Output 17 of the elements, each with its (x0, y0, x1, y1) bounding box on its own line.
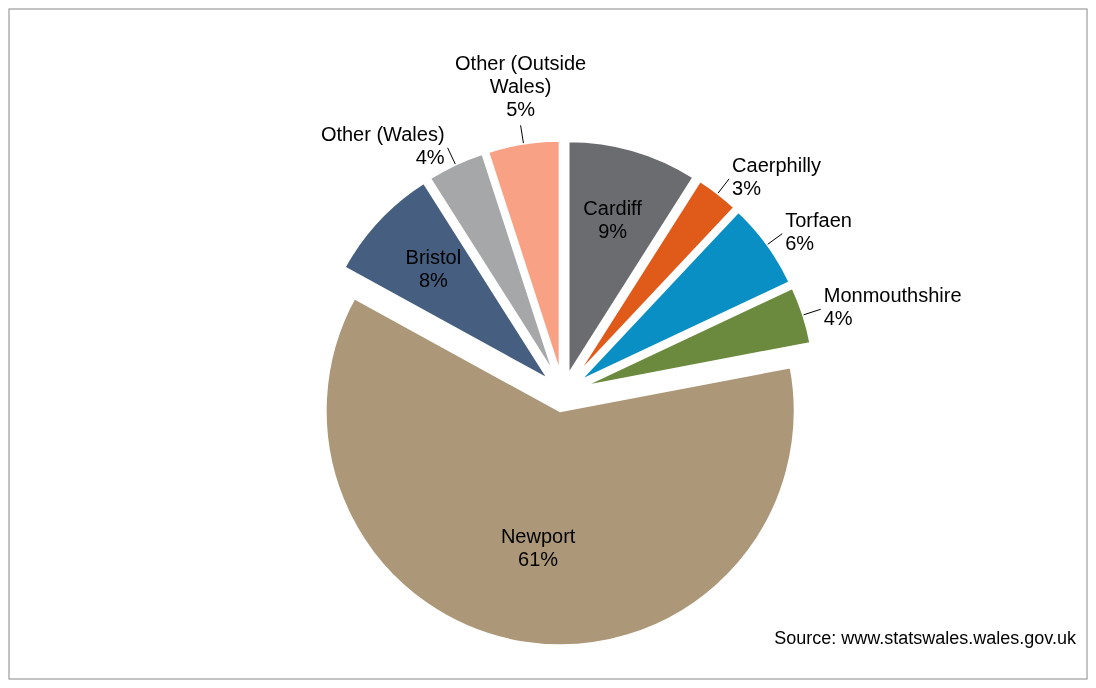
slice-label: Newport (500, 525, 576, 548)
data-label: 4% (823, 307, 853, 330)
source-note: Source: www.statswales.wales.gov.uk (774, 628, 1077, 648)
slice-label: Other (Wales) (320, 122, 445, 145)
slice-label: Torfaen (785, 208, 852, 231)
data-label: 3% (732, 176, 762, 199)
slice-label: Cardiff (583, 197, 643, 220)
data-label: 9% (598, 220, 628, 243)
slice-label: Monmouthshire (823, 284, 962, 307)
data-label: 4% (415, 145, 445, 168)
data-label: 6% (785, 231, 815, 254)
data-label: 8% (418, 269, 449, 292)
slice-label: Other (Outside Wales) (455, 52, 587, 98)
slice-label: Caerphilly (732, 153, 822, 176)
data-label: 5% (506, 98, 536, 121)
slice-label: Bristol (405, 246, 462, 269)
data-label: 61% (518, 548, 559, 571)
